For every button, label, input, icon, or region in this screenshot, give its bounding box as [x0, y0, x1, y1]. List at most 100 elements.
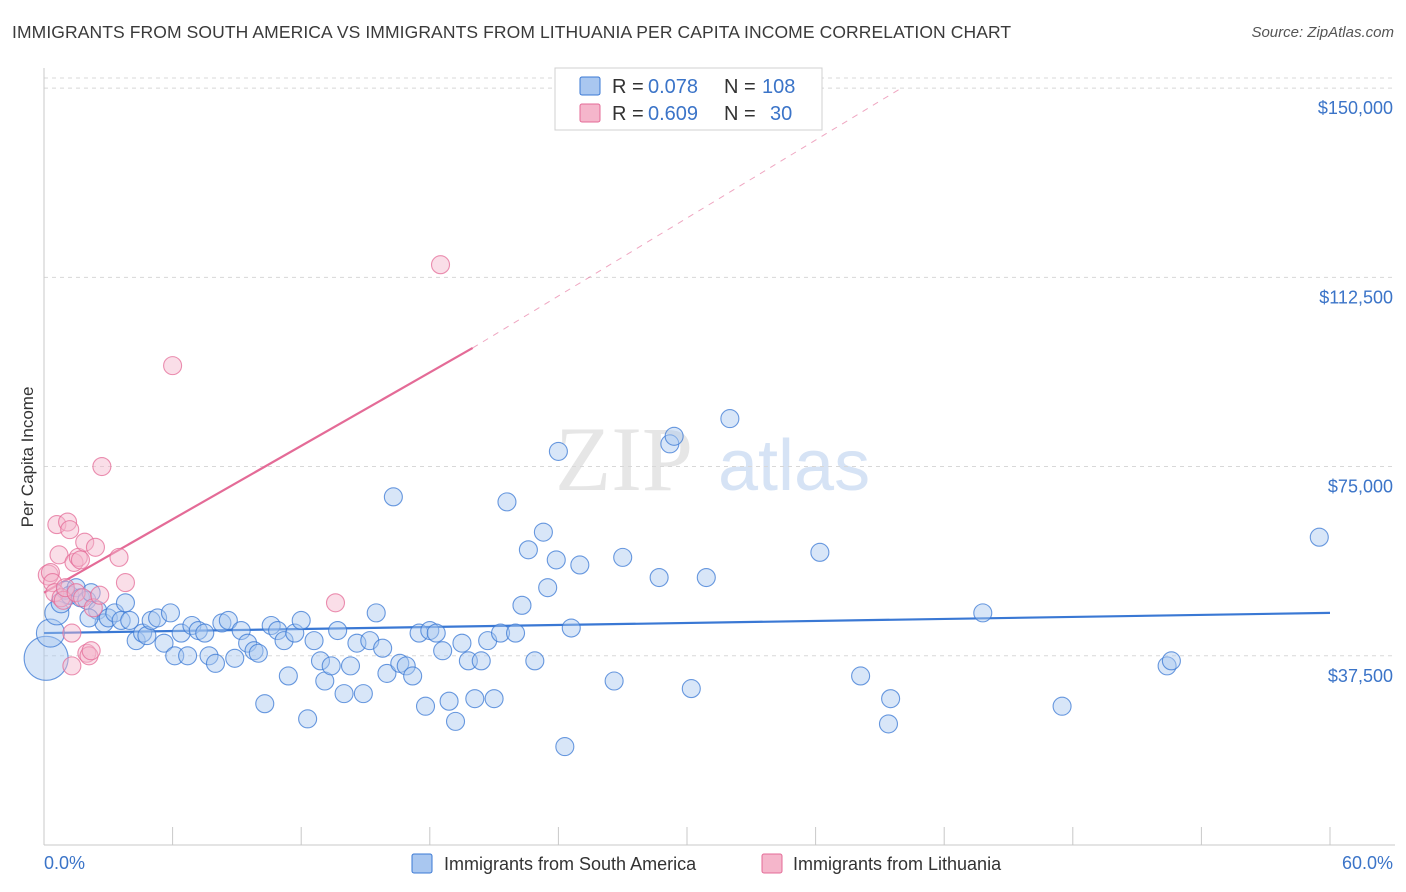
point-south-america [973, 603, 993, 623]
point-south-america [340, 656, 361, 676]
point-south-america [205, 653, 226, 673]
point-south-america [23, 635, 69, 681]
point-south-america [484, 689, 504, 709]
point-south-america [720, 409, 740, 429]
point-south-america [285, 623, 305, 643]
watermark: ZIP atlas [555, 408, 870, 510]
legend-label-south-america: Immigrants from South America [444, 854, 697, 874]
point-lithuania [55, 578, 75, 598]
point-lithuania [92, 456, 112, 477]
point-south-america [353, 684, 373, 704]
legend-n-label: N = [724, 76, 756, 98]
point-south-america [664, 426, 684, 446]
point-south-america [881, 689, 901, 709]
point-lithuania [83, 598, 103, 618]
trendline-lithuania [43, 347, 474, 594]
axes [43, 68, 1395, 846]
point-south-america [310, 651, 331, 671]
watermark-zip: ZIP [555, 408, 693, 510]
point-lithuania [325, 593, 346, 613]
legend-swatch-pink [579, 103, 601, 123]
point-south-america [396, 656, 416, 676]
watermark-atlas: atlas [718, 426, 870, 506]
point-south-america [538, 578, 558, 598]
point-south-america [334, 684, 354, 704]
y-tick-label: $112,500 [1319, 287, 1393, 307]
point-south-america [274, 631, 294, 651]
point-south-america [160, 603, 181, 623]
correlation-legend: R = 0.078 N = 108 R = 0.609 N = 30 [554, 67, 823, 131]
point-south-america [497, 492, 517, 512]
point-south-america [278, 666, 298, 686]
point-lithuania [163, 356, 183, 376]
data-points [23, 255, 1329, 757]
point-lithuania [85, 537, 105, 557]
point-south-america [533, 522, 553, 542]
point-south-america [238, 633, 258, 653]
point-south-america [255, 694, 275, 714]
point-south-america [1309, 527, 1329, 547]
point-south-america [433, 641, 453, 661]
y-tick-label: $37,500 [1328, 666, 1393, 686]
point-south-america [471, 651, 491, 671]
point-south-america [546, 550, 566, 570]
point-lithuania [109, 547, 129, 567]
point-south-america [570, 555, 590, 575]
point-south-america [415, 696, 436, 716]
point-south-america [126, 631, 146, 651]
point-lithuania [62, 656, 82, 676]
point-south-america [1161, 651, 1181, 671]
point-south-america [403, 666, 423, 686]
legend-r-value: 0.609 [648, 103, 698, 125]
legend-label-lithuania: Immigrants from Lithuania [793, 854, 1002, 874]
source-label: Source: ZipAtlas.com [1251, 24, 1394, 41]
point-south-america [366, 603, 386, 623]
point-south-america [878, 714, 899, 734]
trendlines [43, 87, 1331, 635]
x-tick-label: 60.0% [1342, 853, 1393, 873]
legend-n-value: 30 [770, 103, 792, 125]
point-south-america [195, 623, 215, 643]
point-south-america [115, 593, 135, 613]
point-south-america [490, 623, 511, 643]
point-south-america [304, 631, 324, 651]
point-south-america [225, 648, 245, 668]
legend-swatch-lithuania [761, 853, 783, 874]
point-lithuania [66, 583, 86, 603]
point-south-america [154, 633, 174, 653]
point-lithuania [49, 545, 69, 565]
point-south-america [231, 620, 251, 641]
point-south-america [561, 618, 581, 638]
point-south-america [199, 646, 219, 666]
y-tick-label: $75,000 [1328, 477, 1393, 497]
y-axis-title: Per Capita Income [18, 387, 37, 528]
point-south-america [35, 618, 65, 648]
point-south-america [137, 626, 157, 646]
x-tick-labels: 0.0% 60.0% [44, 853, 1393, 873]
point-south-america [178, 646, 198, 666]
point-south-america [525, 651, 545, 671]
point-south-america [148, 608, 168, 628]
point-south-america [218, 610, 238, 631]
point-south-america [377, 663, 397, 683]
legend-r-label: R = [612, 103, 644, 125]
point-lithuania [75, 532, 95, 552]
point-south-america [248, 643, 268, 663]
gridlines [44, 77, 1395, 657]
point-south-america [851, 666, 871, 686]
point-south-america [328, 620, 348, 641]
legend-swatch-blue [579, 76, 601, 96]
point-south-america [613, 547, 633, 567]
legend-n-label: N = [724, 103, 756, 125]
point-south-america [810, 542, 830, 562]
point-south-america [120, 610, 140, 631]
point-lithuania [115, 573, 135, 593]
point-south-america [548, 441, 568, 461]
point-south-america [696, 568, 716, 588]
point-lithuania [90, 585, 110, 605]
point-south-america [373, 638, 393, 658]
point-lithuania [51, 588, 71, 608]
point-south-america [298, 709, 318, 729]
point-south-america [445, 711, 466, 731]
